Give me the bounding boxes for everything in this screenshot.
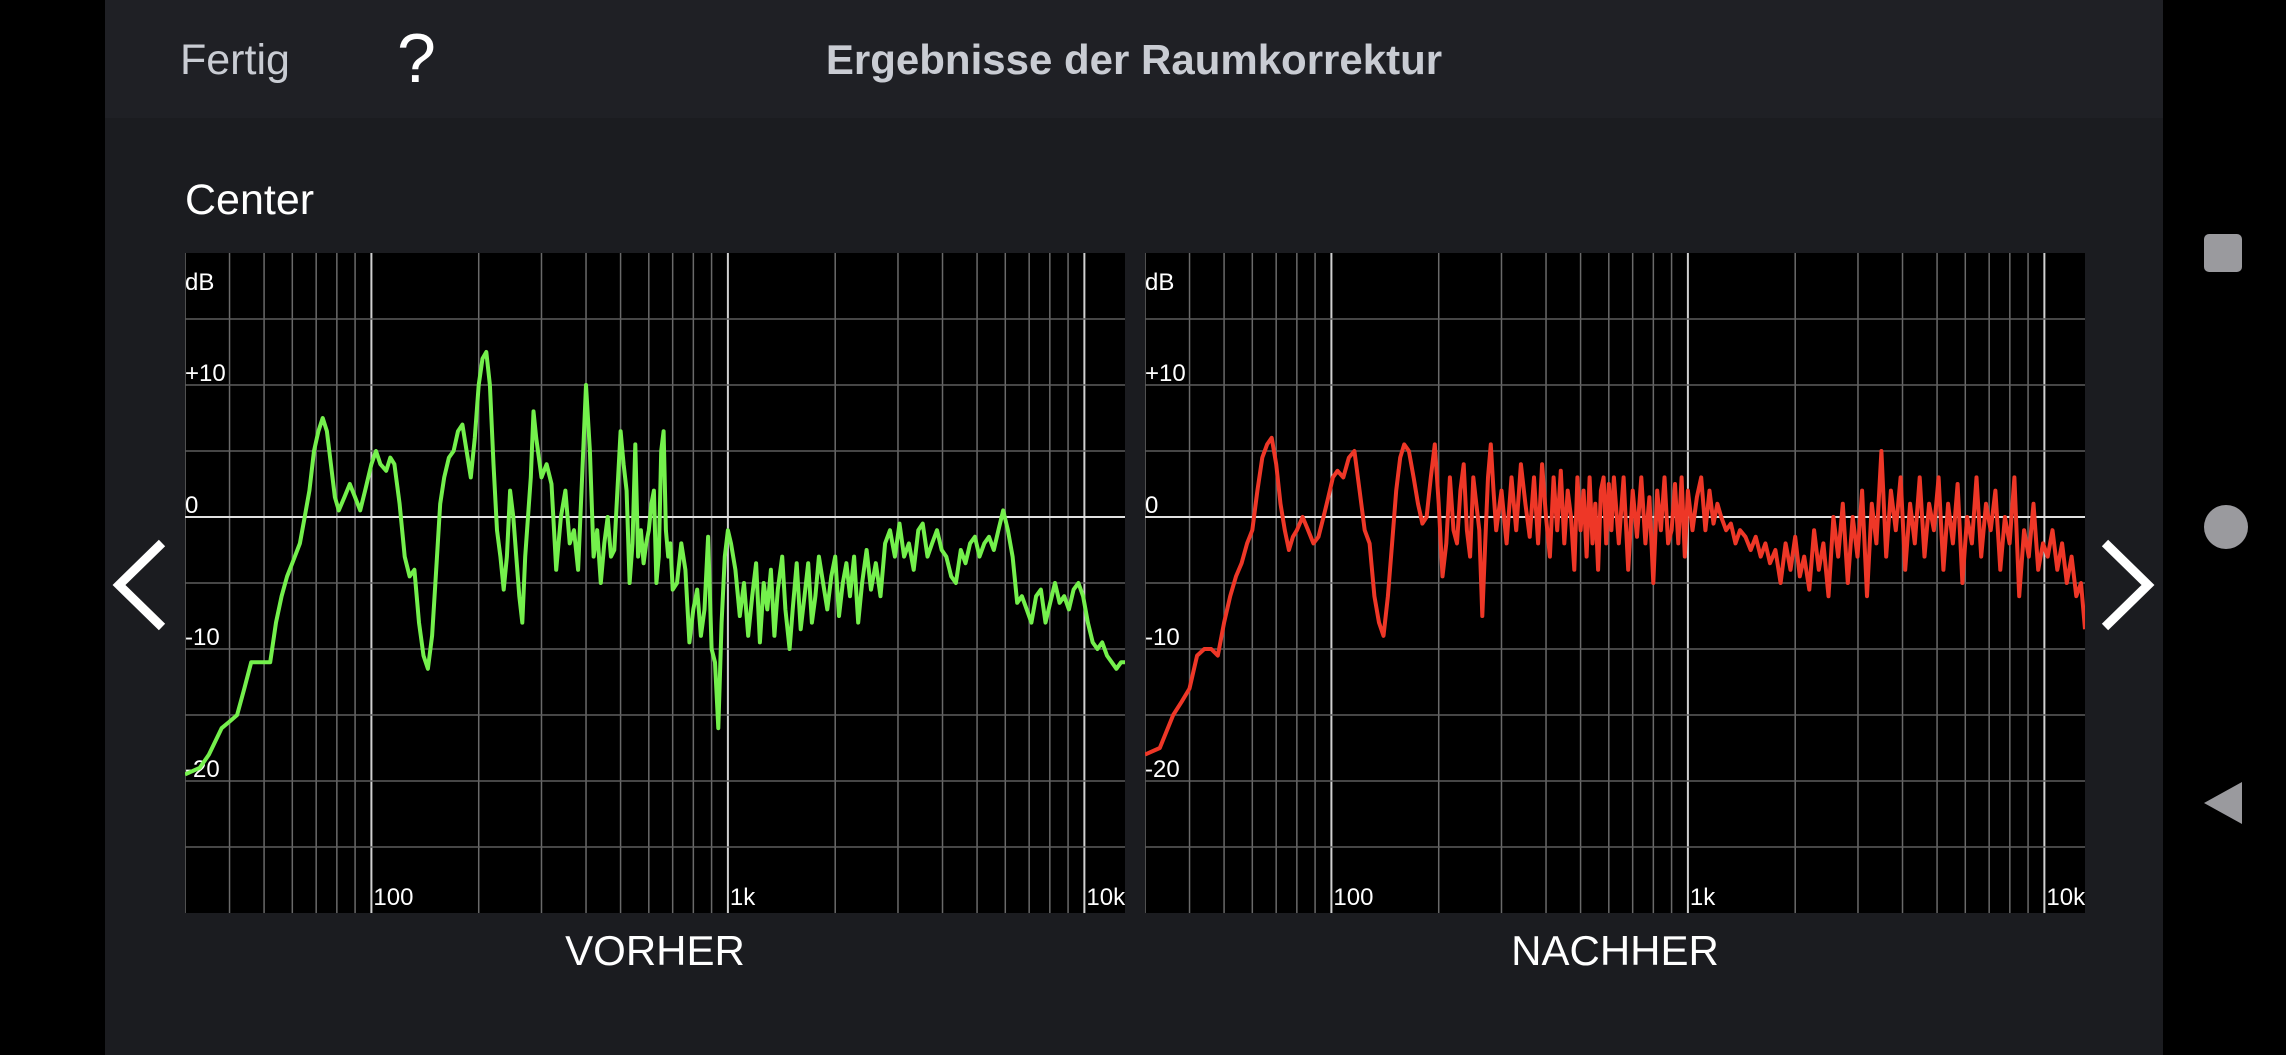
x-tick-label: 10k Hz — [2046, 884, 2085, 911]
square-icon — [2204, 234, 2242, 272]
frequency-response-before: +10 0 -10 -20 dB 100 1k 10k Hz — [185, 253, 1125, 913]
y-tick-label: -10 — [185, 624, 220, 651]
x-tick-label: 10k Hz — [1086, 884, 1125, 911]
x-tick-label: 1k — [1690, 884, 1716, 911]
y-tick-label: 0 — [185, 492, 198, 519]
channel-label: Center — [185, 176, 315, 224]
system-navigation-bar — [2163, 0, 2286, 1055]
y-tick-label: +10 — [185, 360, 226, 387]
recents-button[interactable] — [2202, 232, 2244, 279]
x-tick-label: 100 — [373, 884, 413, 911]
room-correction-screen: Fertig ? Ergebnisse der Raumkorrektur Ce… — [105, 0, 2163, 1055]
done-button[interactable]: Fertig — [180, 36, 290, 84]
x-tick-label: 100 — [1333, 884, 1373, 911]
y-axis-unit-label: dB — [1145, 269, 1174, 296]
y-tick-label: -20 — [1145, 756, 1180, 783]
chart-after: +10 0 -10 -20 dB 100 1k 10k Hz NACHHER — [1145, 253, 2085, 974]
previous-channel-button[interactable] — [107, 535, 177, 635]
page-title: Ergebnisse der Raumkorrektur — [825, 36, 1443, 83]
y-tick-label: 0 — [1145, 492, 1158, 519]
chevron-left-icon — [112, 539, 166, 631]
frequency-response-line — [1145, 435, 2085, 757]
frequency-response-line — [185, 350, 1125, 777]
y-tick-label: -20 — [185, 756, 220, 783]
y-tick-label: -10 — [1145, 624, 1180, 651]
frequency-response-after: +10 0 -10 -20 dB 100 1k 10k Hz — [1145, 253, 2085, 913]
x-tick-label: 1k — [730, 884, 756, 911]
y-tick-label: +10 — [1145, 360, 1186, 387]
triangle-back-icon — [2204, 782, 2242, 824]
back-button[interactable] — [2202, 780, 2246, 831]
chart-before: +10 0 -10 -20 dB 100 1k 10k Hz VORHER — [185, 253, 1125, 974]
chart-title-before: VORHER — [565, 927, 745, 974]
home-button[interactable] — [2202, 503, 2250, 556]
y-axis-unit-label: dB — [185, 269, 214, 296]
help-button[interactable]: ? — [397, 19, 436, 97]
chart-title-after: NACHHER — [1511, 927, 1719, 974]
circle-icon — [2204, 505, 2248, 549]
top-bar: Fertig ? Ergebnisse der Raumkorrektur — [105, 0, 2163, 118]
next-channel-button[interactable] — [2090, 535, 2160, 635]
chevron-right-icon — [2101, 539, 2155, 631]
